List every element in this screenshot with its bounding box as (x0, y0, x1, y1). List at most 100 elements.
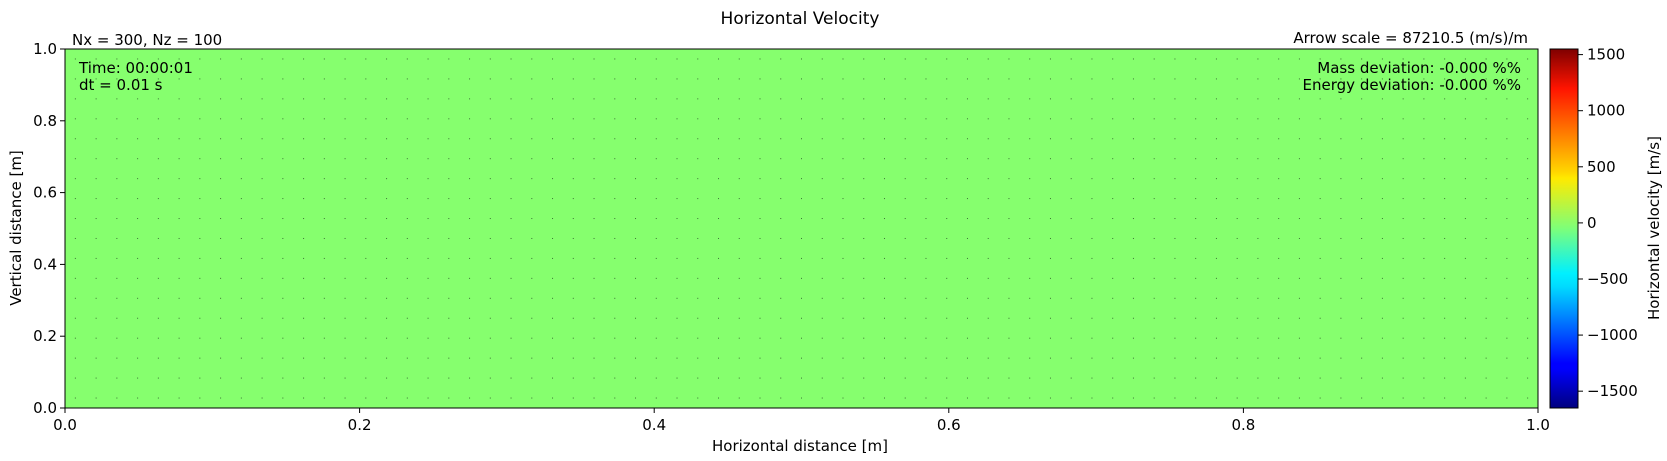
arrow-marker (780, 397, 782, 399)
arrow-marker (282, 377, 284, 379)
arrow-marker (489, 218, 491, 220)
arrow-marker (344, 337, 346, 339)
arrow-marker (116, 78, 118, 80)
arrow-marker (1340, 257, 1342, 259)
arrow-marker (137, 377, 139, 379)
arrow-marker (178, 277, 180, 279)
arrow-marker (676, 397, 678, 399)
arrow-marker (282, 58, 284, 60)
arrow-marker (199, 357, 201, 359)
arrow-marker (1527, 317, 1529, 319)
arrow-marker (282, 78, 284, 80)
arrow-marker (1319, 58, 1321, 60)
arrow-marker (842, 377, 844, 379)
arrow-marker (842, 277, 844, 279)
arrow-marker (1298, 118, 1300, 120)
arrow-marker (1423, 118, 1425, 120)
arrow-marker (1174, 118, 1176, 120)
arrow-marker (552, 257, 554, 259)
arrow-marker (531, 377, 533, 379)
arrow-marker (759, 178, 761, 180)
arrow-marker (1485, 218, 1487, 220)
arrow-marker (1236, 317, 1238, 319)
arrow-marker (95, 78, 97, 80)
arrow-marker (1174, 237, 1176, 239)
arrow-marker (448, 377, 450, 379)
arrow-marker (282, 317, 284, 319)
arrow-marker (801, 377, 802, 379)
arrow-marker (635, 98, 637, 100)
arrow-marker (1029, 78, 1031, 80)
arrow-marker (966, 138, 968, 140)
arrow-marker (137, 118, 139, 120)
arrow-marker (572, 257, 574, 259)
arrow-marker (614, 237, 616, 239)
arrow-marker (1257, 198, 1259, 200)
arrow-marker (1298, 357, 1300, 359)
arrow-marker (303, 138, 305, 140)
arrow-marker (1402, 237, 1404, 239)
arrow-marker (842, 198, 844, 200)
arrow-marker (1174, 377, 1176, 379)
arrow-scale-label: Arrow scale = 87210.5 (m/s)/m (1293, 29, 1528, 47)
arrow-marker (448, 98, 450, 100)
arrow-marker (240, 337, 242, 339)
arrow-marker (1091, 257, 1093, 259)
arrow-marker (1402, 337, 1404, 339)
arrow-marker (904, 138, 906, 140)
arrow-marker (987, 78, 989, 80)
arrow-marker (1361, 377, 1363, 379)
arrow-marker (593, 78, 595, 80)
arrow-marker (572, 397, 574, 399)
arrow-marker (1464, 58, 1466, 60)
arrow-marker (842, 297, 844, 299)
arrow-marker (137, 78, 139, 80)
arrow-marker (1444, 118, 1446, 120)
arrow-marker (386, 317, 388, 319)
arrow-marker (946, 198, 948, 200)
arrow-marker (1340, 377, 1342, 379)
arrow-marker (552, 58, 554, 60)
arrow-marker (1506, 377, 1508, 379)
arrow-marker (469, 98, 471, 100)
colorbar-tick-label: 1000 (1587, 102, 1625, 120)
arrow-marker (240, 397, 242, 399)
arrow-marker (178, 58, 180, 60)
arrow-marker (801, 237, 802, 239)
arrow-marker (365, 397, 367, 399)
arrow-marker (323, 118, 325, 120)
arrow-marker (883, 297, 885, 299)
arrow-marker (157, 297, 159, 299)
arrow-marker (1361, 58, 1363, 60)
arrow-marker (386, 257, 388, 259)
arrow-marker (593, 138, 595, 140)
arrow-marker (386, 98, 388, 100)
arrow-marker (738, 257, 740, 259)
arrow-marker (801, 178, 802, 180)
arrow-marker (552, 357, 554, 359)
arrow-marker (572, 237, 574, 239)
arrow-marker (863, 297, 865, 299)
arrow-marker (1464, 118, 1466, 120)
arrow-marker (365, 317, 367, 319)
arrow-marker (1298, 98, 1300, 100)
arrow-marker (1195, 198, 1197, 200)
arrow-marker (489, 257, 491, 259)
arrow-marker (1236, 198, 1238, 200)
arrow-marker (323, 178, 325, 180)
arrow-marker (531, 198, 533, 200)
arrow-marker (1278, 257, 1280, 259)
arrow-marker (365, 138, 367, 140)
arrow-marker (1485, 98, 1487, 100)
arrow-marker (1008, 277, 1010, 279)
arrow-marker (344, 98, 346, 100)
arrow-marker (614, 297, 616, 299)
arrow-marker (282, 357, 284, 359)
arrow-marker (1319, 78, 1321, 80)
arrow-marker (199, 237, 201, 239)
arrow-marker (1236, 178, 1238, 180)
arrow-marker (842, 357, 844, 359)
arrow-marker (676, 297, 678, 299)
arrow-marker (572, 178, 574, 180)
arrow-marker (469, 78, 471, 80)
